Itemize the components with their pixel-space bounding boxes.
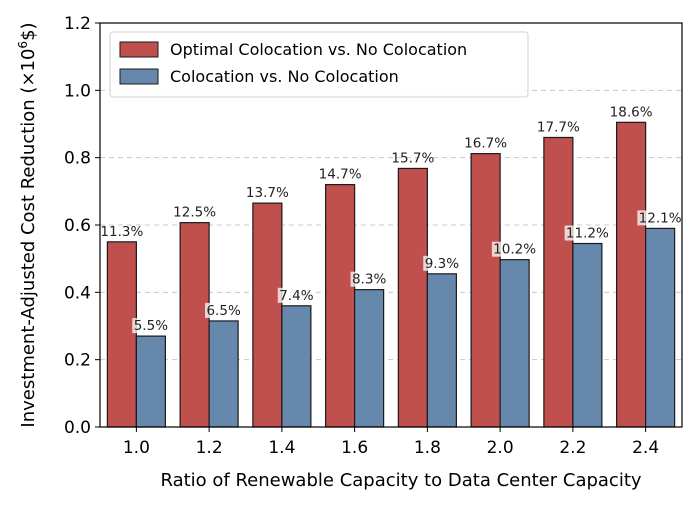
x-tick-label: 2.2: [559, 438, 586, 458]
legend-label: Optimal Colocation vs. No Colocation: [170, 40, 467, 59]
y-tick-label: 0.8: [64, 149, 91, 169]
bar-series-1: [397, 167, 428, 428]
x-tick-label: 1.2: [196, 438, 223, 458]
data-label-bg: [637, 210, 683, 226]
data-label: 17.7%: [537, 119, 580, 135]
data-label-bg: [132, 318, 170, 334]
data-label: 8.3%: [352, 272, 386, 288]
x-tick-label: 1.0: [123, 438, 150, 458]
data-label: 18.6%: [610, 104, 653, 120]
data-label-bg: [491, 241, 538, 257]
legend: Optimal Colocation vs. No Colocation Colo…: [109, 31, 529, 98]
bar-series-1: [470, 153, 501, 428]
y-axis-label: Investment-Adjusted Cost Reduction (×106…: [16, 22, 39, 427]
bar-series-1: [179, 222, 210, 428]
data-label-bg: [205, 302, 243, 318]
legend-box: [109, 31, 529, 98]
y-tick-label: 0.0: [64, 418, 91, 438]
data-label: 6.5%: [206, 303, 240, 319]
data-label: 5.5%: [134, 318, 168, 334]
legend-label: Colocation vs. No Colocation: [170, 67, 399, 86]
y-tick-label: 1.2: [64, 14, 91, 34]
bar-series-2: [281, 305, 312, 428]
bar-series-2: [354, 289, 385, 428]
data-label: 11.2%: [566, 226, 609, 242]
bar-series-2: [645, 227, 676, 428]
data-label: 15.7%: [391, 150, 434, 166]
data-label: 12.5%: [173, 205, 216, 221]
bar-series-1: [616, 121, 647, 428]
y-tick-label: 0.6: [64, 216, 91, 236]
bars: [106, 121, 676, 428]
data-label-bg: [564, 225, 611, 241]
bar-series-2: [426, 273, 457, 428]
data-label: 9.3%: [425, 256, 459, 272]
data-labels: 11.3% 12.5% 13.7% 14.7% 15.7% 16.7% 17.7% 18.6%…: [100, 104, 683, 334]
x-tick-label: 1.6: [341, 438, 368, 458]
data-label: 7.4%: [279, 288, 313, 304]
x-tick-label: 1.8: [414, 438, 441, 458]
y-tick-label: 0.4: [64, 283, 91, 303]
bar-series-2: [135, 335, 166, 428]
data-label-bg: [277, 287, 315, 303]
x-axis-label: Ratio of Renewable Capacity to Data Cent…: [160, 470, 641, 491]
axes: 0.0 0.2 0.4 0.6 0.8 1.0 1.2 1.0 1.2 1.4 1.6 1.8 2.0 2…: [16, 14, 683, 491]
bar-series-2: [208, 320, 239, 428]
data-label: 13.7%: [246, 185, 289, 201]
bar-series-2: [572, 242, 603, 428]
data-label-bg: [350, 271, 388, 287]
bar-series-1: [106, 241, 137, 428]
x-tick-label: 2.0: [487, 438, 514, 458]
x-tick-label: 2.4: [632, 438, 659, 458]
bar-series-2: [499, 259, 530, 428]
legend-swatch: [119, 41, 159, 58]
bar-series-1: [543, 136, 574, 428]
data-label: 16.7%: [464, 136, 507, 152]
data-label: 11.3%: [100, 224, 143, 240]
data-label: 14.7%: [319, 167, 362, 183]
data-label-bg: [423, 255, 461, 271]
y-tick-label: 1.0: [64, 81, 91, 101]
data-label: 10.2%: [493, 242, 536, 258]
data-label: 12.1%: [639, 210, 682, 226]
legend-swatch: [119, 68, 159, 85]
y-tick-label: 0.2: [64, 351, 91, 371]
bar-series-1: [325, 184, 356, 428]
bar-series-1: [252, 202, 283, 428]
x-tick-label: 1.4: [268, 438, 295, 458]
